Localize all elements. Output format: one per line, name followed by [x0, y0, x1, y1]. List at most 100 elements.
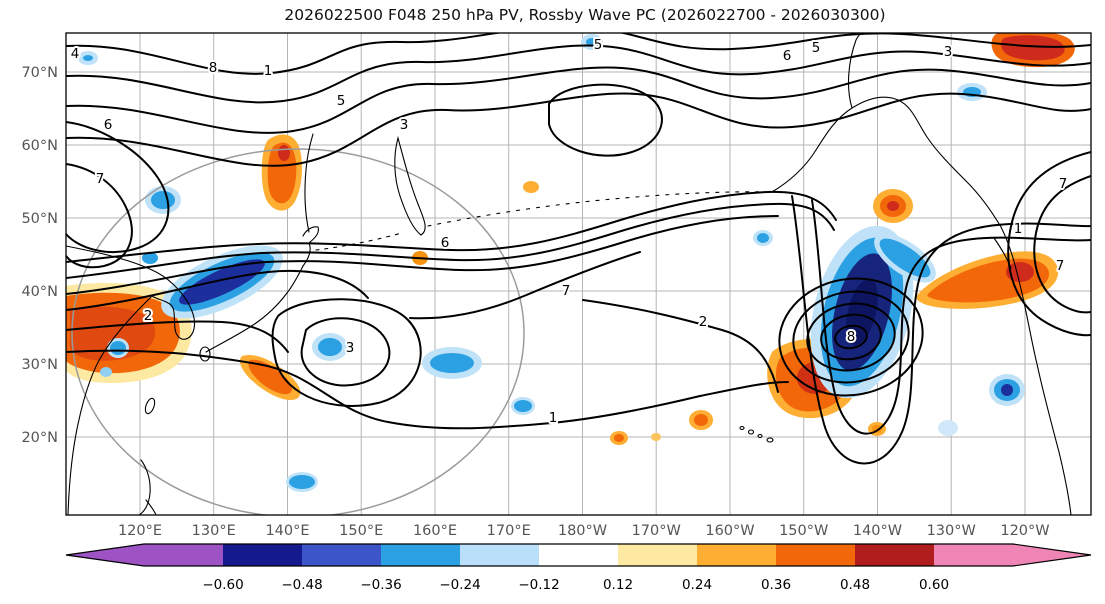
colorbar-segment: [855, 544, 935, 566]
pv-contour: [66, 44, 1091, 104]
colorbar-tick-label: −0.12: [518, 577, 559, 593]
x-tick-label: 130°W: [927, 523, 976, 539]
contour-label: 7: [1056, 258, 1065, 274]
colorbar-extend-left: [66, 544, 144, 566]
pv-contour-closed: [271, 298, 422, 407]
colorbar-segment: [539, 544, 619, 566]
colorbar-tick-label: 0.24: [682, 577, 712, 593]
anomaly-layer: [66, 33, 1075, 492]
colorbar-tick-label: −0.24: [439, 577, 480, 593]
pv-contour: [66, 163, 133, 269]
colorbar-segment: [697, 544, 777, 566]
x-tick-label: 170°W: [632, 523, 681, 539]
anomaly-positive-nacoast-core: [1006, 262, 1034, 282]
anomaly-negative-small-6: [430, 353, 474, 373]
contour-label: 4: [71, 46, 80, 62]
anomaly-positive-japan-south-core: [248, 359, 292, 395]
coast-korea: [151, 295, 196, 340]
anomaly-negative-small-3: [110, 341, 126, 355]
anomaly-positive-small-5-core: [694, 414, 708, 426]
pv-contour-ring: [806, 302, 896, 372]
anomaly-negative-cutoff-inner: [846, 278, 878, 346]
pv-contour: [1007, 151, 1091, 337]
x-tick-label: 180°W: [558, 523, 607, 539]
colorbar-tick-label: 0.60: [919, 577, 949, 593]
contour-label: 1: [1014, 221, 1023, 237]
colorbar-segment: [934, 544, 1014, 566]
colorbar: −0.60 −0.48 −0.36 −0.24 −0.12 0.12 0.24 0.36 0.4…: [65, 543, 1092, 593]
y-tick-label: 50°N: [21, 211, 58, 227]
pv-contour-ring: [820, 313, 882, 361]
coast-kamchatka: [394, 135, 426, 236]
x-tick-label: 150°E: [339, 523, 383, 539]
pv-contour: [66, 349, 789, 430]
colorbar-segment: [302, 544, 382, 566]
reference-circle-layer: [71, 148, 525, 515]
anomaly-positive-okhotsk-core: [278, 145, 290, 161]
colorbar-tick-label: 0.12: [603, 577, 633, 593]
contour-label: 5: [337, 93, 346, 109]
contour-label: 6: [783, 48, 792, 64]
anomaly-negative-small-8: [289, 475, 315, 489]
pv-contour-ring: [792, 290, 910, 384]
coast-sakhalin: [304, 133, 314, 233]
anomaly-negative-small-1: [151, 191, 175, 209]
pv-contour: [66, 202, 835, 279]
anomaly-negative-small-13-core: [1001, 384, 1013, 396]
coast-taiwan: [144, 397, 156, 415]
coast-luzon: [138, 459, 151, 515]
anomaly-positive-small-3-core: [614, 434, 624, 442]
colorbar-tick-label: 0.36: [761, 577, 791, 593]
contour-label: 6: [441, 235, 450, 251]
x-axis-ticks: 120°E 130°E 140°E 150°E 160°E 170°E 180°W 170°W…: [118, 523, 1050, 539]
contour-label: 3: [944, 44, 953, 60]
coast-luzon-2: [145, 499, 157, 515]
y-tick-label: 60°N: [21, 138, 58, 154]
coast-hokkaido: [302, 226, 319, 267]
contour-label-layer: 4 8 1 5 3 5 6 5 3 6 7 2 6 7 3 2 1 1 7 7 8: [69, 35, 1070, 428]
colorbar-extend-right: [1013, 544, 1091, 566]
anomaly-negative-small-2: [142, 252, 158, 264]
contour-label: 8: [847, 329, 856, 345]
anomaly-negative-small-4: [100, 367, 112, 377]
contour-label: 1: [549, 410, 558, 426]
x-tick-label: 140°E: [265, 523, 309, 539]
colorbar-tick-label: −0.60: [202, 577, 243, 593]
hawaii-island: [747, 429, 755, 435]
anomaly-negative-small-7: [514, 400, 532, 412]
anomaly-positive-arctic: [1001, 35, 1065, 61]
contour-label: 7: [96, 171, 105, 187]
anomaly-negative-japan-core: [179, 259, 265, 305]
contour-label: 2: [144, 308, 153, 324]
plot-border: [65, 32, 1092, 516]
pv-contour: [66, 66, 1091, 134]
contour-label: 7: [1059, 176, 1068, 192]
colorbar-segment: [460, 544, 540, 566]
coast-hawaii: [739, 425, 774, 443]
contour-label: 2: [699, 314, 708, 330]
pv-contour: [582, 299, 779, 393]
pv-contour: [811, 199, 1091, 435]
pv-contour-ring: [778, 277, 924, 397]
x-tick-label: 160°E: [413, 523, 457, 539]
coast-aleutians: [427, 191, 773, 227]
x-tick-label: 160°W: [705, 523, 754, 539]
x-tick-label: 170°E: [487, 523, 531, 539]
anomaly-positive-okhotsk: [267, 142, 297, 204]
anomaly-negative-small-11: [83, 55, 93, 61]
pv-contour: [66, 269, 369, 311]
x-tick-label: 120°W: [1000, 523, 1049, 539]
contour-label: 3: [400, 117, 409, 133]
colorbar-tick-label: −0.36: [360, 577, 401, 593]
x-tick-label: 120°E: [118, 523, 162, 539]
anomaly-positive-gulfak-core: [887, 201, 899, 211]
colorbar-segment: [776, 544, 856, 566]
coast-alaska-north: [848, 33, 862, 109]
pv-contour: [66, 92, 1091, 167]
anomaly-positive-small-4: [651, 433, 661, 441]
contour-label: 7: [562, 283, 571, 299]
colorbar-tick-label: −0.48: [281, 577, 322, 593]
pv-contour: [791, 195, 1091, 465]
